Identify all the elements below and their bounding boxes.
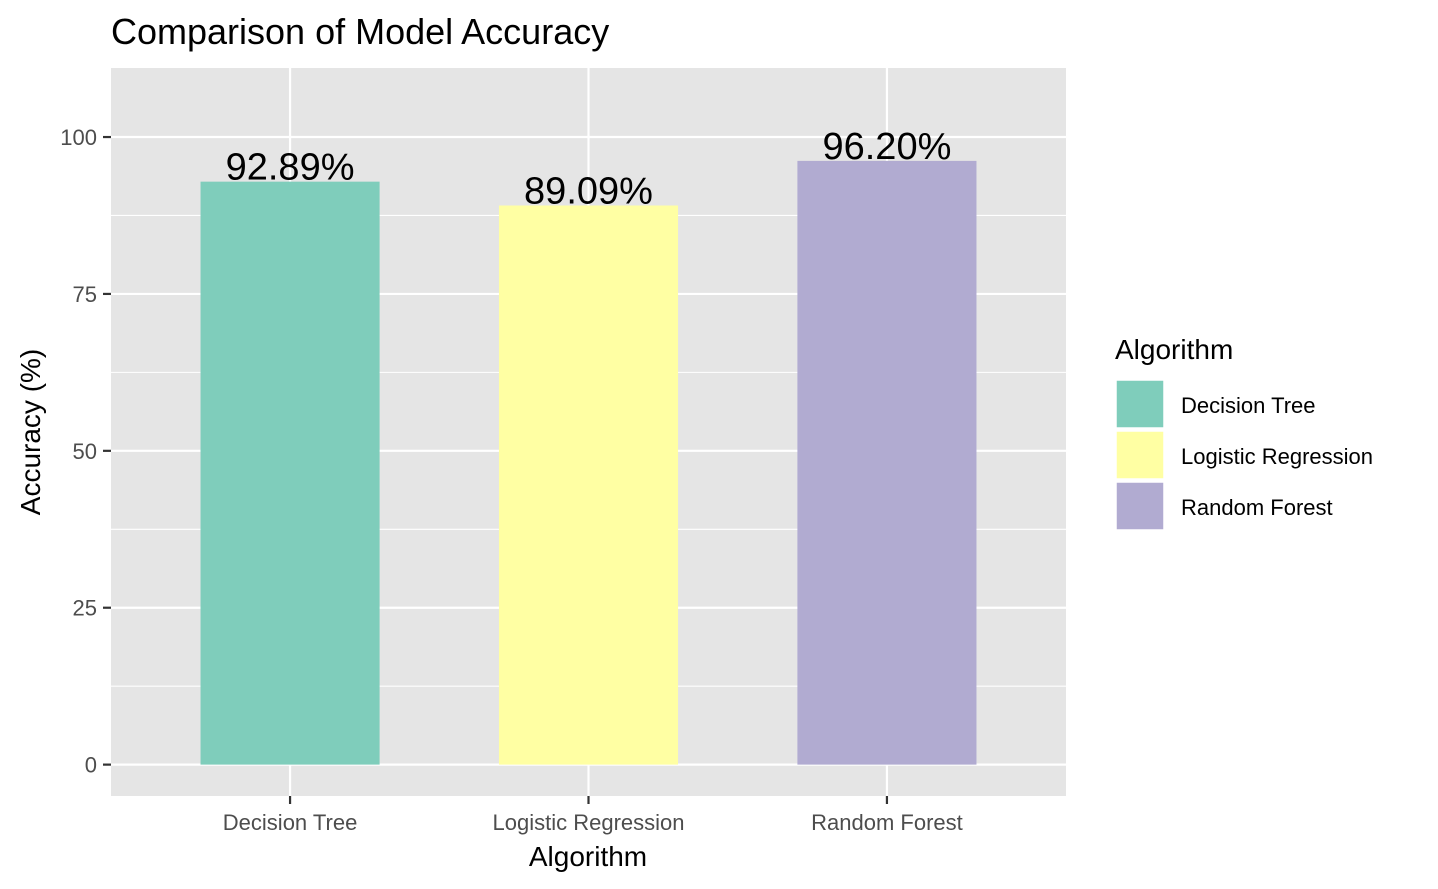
x-axis-title: Algorithm [529, 841, 647, 872]
y-axis-title: Accuracy (%) [15, 349, 46, 515]
x-tick-label: Logistic Regression [493, 810, 685, 835]
y-tick-label: 75 [73, 282, 97, 307]
legend-key [1115, 379, 1165, 429]
legend-key [1115, 430, 1165, 480]
bar-random-forest [797, 160, 977, 765]
legend-title: Algorithm [1115, 334, 1233, 365]
legend-label: Logistic Regression [1181, 444, 1373, 469]
bar-value-label: 89.09% [524, 171, 653, 213]
x-axis: Decision Tree Logistic Regression Random F… [223, 796, 963, 835]
legend-label: Random Forest [1181, 495, 1333, 520]
x-tick-label: Random Forest [811, 810, 963, 835]
y-tick-label: 50 [73, 439, 97, 464]
bar-logistic-regression [498, 205, 679, 765]
bar-value-labels: 92.89% 89.09% 96.20% [226, 126, 952, 213]
bar-value-label: 92.89% [226, 147, 355, 189]
legend: Algorithm Decision Tree Logistic Regressi… [1115, 334, 1373, 531]
x-tick-label: Decision Tree [223, 810, 358, 835]
y-tick-label: 100 [60, 125, 97, 150]
y-tick-label: 0 [85, 753, 97, 778]
legend-key [1115, 481, 1165, 531]
y-tick-label: 25 [73, 596, 97, 621]
bars [200, 160, 977, 765]
chart-title: Comparison of Model Accuracy [111, 11, 609, 52]
bar-value-label: 96.20% [822, 126, 951, 168]
y-axis: 0 25 50 75 100 [60, 125, 111, 778]
bar-decision-tree [200, 181, 380, 765]
legend-label: Decision Tree [1181, 393, 1316, 418]
